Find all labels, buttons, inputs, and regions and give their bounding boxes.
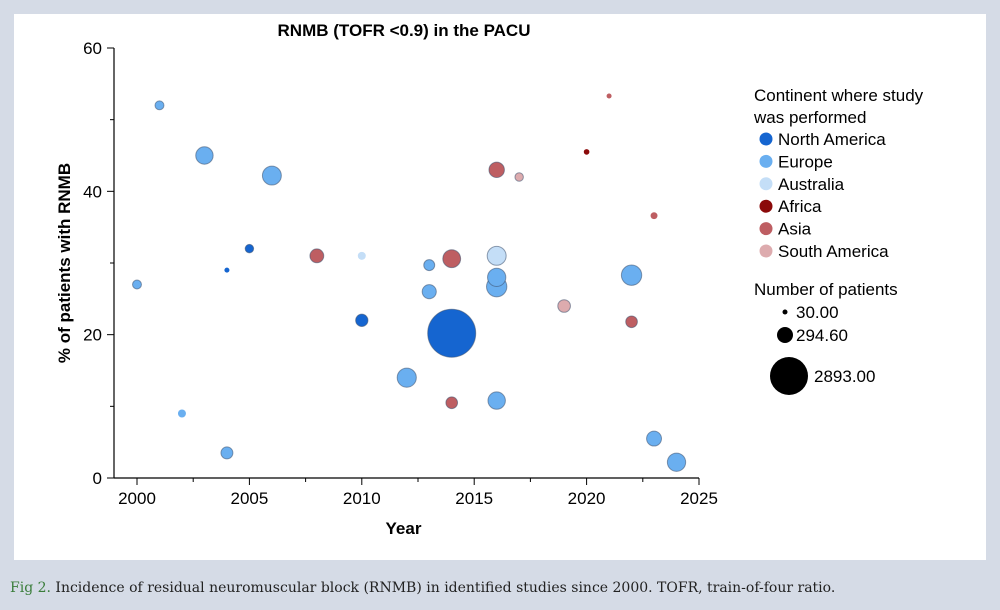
size-legend-circle-1: [782, 309, 788, 315]
bubble-south-america-2019: [557, 299, 571, 313]
legend-label-north-america: North America: [778, 130, 886, 149]
bubble-europe-2004: [220, 446, 234, 460]
bubble-chart: RNMB (TOFR <0.9) in the PACU 0 20 40 60 2000…: [55, 21, 924, 538]
x-axis-title: Year: [386, 519, 422, 538]
bubble-europe-2016: [487, 391, 506, 410]
bubble-australia-2010: [357, 251, 366, 260]
figure-panel: RNMB (TOFR <0.9) in the PACU 0 20 40 60 2000…: [14, 14, 986, 560]
caption-text: Incidence of residual neuromuscular bloc…: [55, 580, 836, 596]
bubble-asia-2014: [445, 396, 459, 410]
y-tick-label-0: 0: [93, 469, 102, 488]
bubble-australia-2016: [486, 245, 507, 266]
bubble-asia-2016: [488, 161, 505, 179]
color-legend-title-line: was performed: [753, 108, 866, 127]
legend-swatch-australia: [759, 177, 773, 191]
y-tick-label-40: 40: [83, 182, 102, 201]
size-legend-label-3: 2893.00: [814, 367, 875, 386]
bubble-north-america-2010: [355, 313, 369, 327]
figure-caption: Fig 2. Incidence of residual neuromuscul…: [10, 580, 990, 596]
y-tick-label-20: 20: [83, 326, 102, 345]
bubble-europe-2012: [396, 367, 417, 388]
bubble-europe-2001: [154, 100, 165, 111]
legend-swatch-asia: [759, 222, 773, 236]
x-tick-label-2020: 2020: [568, 489, 606, 508]
bubble-europe-2002: [177, 409, 186, 418]
bubble-africa-2020: [583, 149, 590, 155]
bubble-europe-2024: [666, 452, 687, 472]
y-tick-label-60: 60: [83, 39, 102, 58]
size-legend-label-2: 294.60: [796, 326, 848, 345]
bubble-asia-2022: [625, 315, 638, 329]
x-tick-label-2025: 2025: [680, 489, 718, 508]
bubble-north-america-2014: [427, 308, 477, 358]
x-tick-label-2010: 2010: [343, 489, 381, 508]
bubble-asia-2021: [606, 93, 612, 99]
legend-label-europe: Europe: [778, 152, 833, 171]
bubble-asia-2008: [309, 248, 325, 264]
plot-area: 0 20 40 60 2000 2005 2010 2015 2020 2025 Year % of …: [55, 39, 718, 538]
bubble-europe-2023: [646, 430, 663, 447]
bubble-asia-2014: [442, 249, 462, 269]
size-legend-circle-2: [777, 327, 793, 343]
bubble-asia-2023: [650, 212, 658, 220]
color-legend-title-line: Continent where study: [754, 86, 924, 105]
bubble-europe-2013: [423, 259, 436, 272]
legend-label-australia: Australia: [778, 175, 845, 194]
legend-swatch-europe: [759, 154, 773, 168]
chart-title: RNMB (TOFR <0.9) in the PACU: [278, 21, 531, 40]
x-tick-label-2000: 2000: [118, 489, 156, 508]
bubble-south-america-2017: [514, 172, 524, 182]
bubble-north-america-2004: [224, 267, 230, 273]
legend-swatch-north-america: [759, 132, 773, 146]
caption-label: Fig 2.: [10, 580, 51, 596]
size-legend-circle-3: [770, 357, 808, 395]
legend-swatch-south-america: [759, 244, 773, 258]
legend-label-south-america: South America: [778, 242, 889, 261]
legend-label-africa: Africa: [778, 197, 822, 216]
x-tick-label-2005: 2005: [230, 489, 268, 508]
legend-label-asia: Asia: [778, 220, 812, 239]
bubble-europe-2022: [620, 264, 643, 286]
size-legend-title: Number of patients: [754, 280, 898, 299]
y-axis-title: % of patients with RNMB: [55, 163, 74, 363]
bubble-north-america-2005: [244, 243, 255, 254]
size-legend-label-1: 30.00: [796, 303, 839, 322]
bubble-europe-2003: [195, 146, 214, 165]
bubble-europe-2013: [421, 284, 437, 300]
bubble-europe-2006: [261, 165, 282, 186]
x-tick-label-2015: 2015: [455, 489, 493, 508]
legend-swatch-africa: [759, 199, 773, 213]
bubble-europe-2016: [487, 267, 507, 287]
legend: Continent where study was performed North …: [753, 86, 924, 395]
bubble-europe-2000: [132, 279, 142, 290]
